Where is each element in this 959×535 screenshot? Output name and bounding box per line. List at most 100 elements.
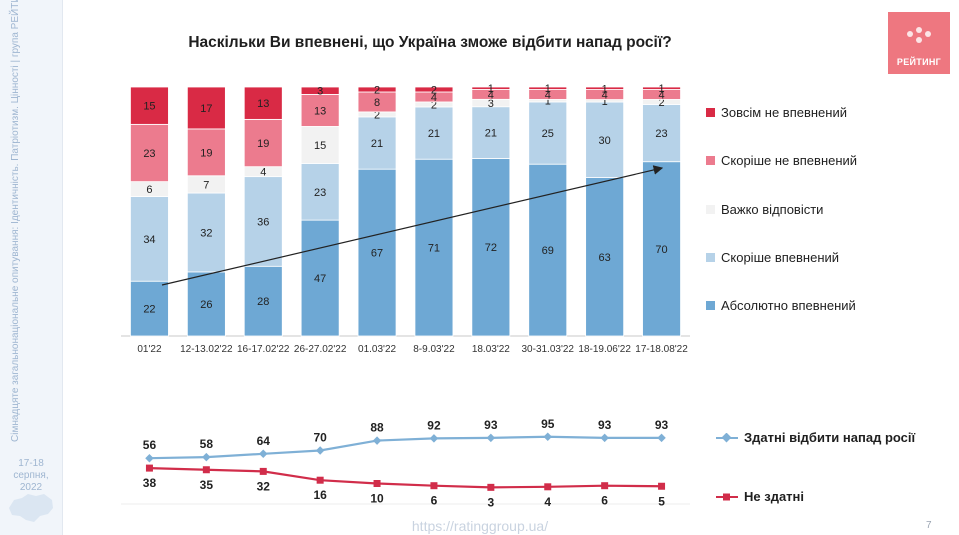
legend-swatch-rather-sure	[706, 252, 715, 262]
bar-label-rather_unsure-3: 13	[314, 105, 326, 117]
legend-not-able: Не здатні	[716, 489, 946, 504]
x-tick-label-7: 30-31.03'22	[521, 344, 574, 355]
ukraine-map-icon	[9, 494, 53, 522]
x-tick-label-0: 01'22	[137, 344, 162, 355]
bar-label-absolutely_sure-0: 22	[143, 304, 155, 316]
point-label-not_able_line-1: 35	[200, 478, 214, 492]
bar-label-very_unsure-3: 3	[317, 86, 323, 98]
bar-label-very_unsure-6: 1	[488, 83, 494, 95]
legend-marker-able-icon	[716, 432, 738, 442]
legend-label-not-able: Не здатні	[744, 489, 805, 504]
bar-segment-rather_sure-8	[585, 101, 625, 178]
legend-swatch-rather-unsure	[706, 155, 715, 165]
bar-label-hard_to_say-6: 3	[488, 98, 494, 110]
bar-segment-rather_sure-0	[130, 196, 169, 282]
bar-segment-rather_unsure-3	[300, 93, 340, 127]
point-not_able_line-6	[487, 483, 495, 491]
bar-label-rather_sure-4: 21	[371, 138, 383, 150]
x-tick-label-9: 17-18.08'22	[635, 344, 688, 355]
chart-title: Наскільки Ви впевнені, що Україна зможе …	[188, 34, 672, 51]
bar-label-absolutely_sure-5: 71	[428, 243, 440, 255]
point-not_able_line-9	[658, 482, 666, 490]
point-label-not_able_line-8: 6	[601, 494, 608, 508]
legend-label-rather-unsure: Скоріше не впевнений	[721, 152, 858, 168]
bar-label-very_unsure-2: 13	[257, 98, 269, 110]
bar-label-absolutely_sure-7: 69	[542, 245, 554, 257]
bar-label-absolutely_sure-6: 72	[485, 242, 497, 254]
bar-segment-absolutely_sure-5	[414, 158, 454, 337]
legend-able: Здатні відбити напад росії	[716, 430, 946, 445]
sidebar: Сімнадцяте загальнонаціональне опитуванн…	[0, 0, 63, 535]
point-label-able_line-2: 64	[257, 434, 271, 448]
point-label-able_line-8: 93	[598, 418, 612, 432]
bar-segment-very_unsure-8	[585, 86, 625, 90]
bar-segment-absolutely_sure-6	[471, 158, 511, 337]
logo-text: РЕЙТИНГ	[896, 57, 942, 67]
bar-segment-very_unsure-0	[130, 86, 169, 125]
point-label-not_able_line-6: 3	[488, 495, 495, 509]
bar-label-hard_to_say-3: 15	[314, 140, 326, 152]
legend-swatch-absolutely-sure	[706, 300, 715, 310]
point-not_able_line-3	[316, 476, 324, 484]
bar-segment-hard_to_say-3	[300, 126, 340, 164]
bar-segment-rather_unsure-0	[130, 123, 169, 183]
bar-label-hard_to_say-5: 2	[431, 99, 437, 111]
point-not_able_line-2	[259, 467, 267, 475]
point-label-not_able_line-5: 6	[431, 494, 438, 508]
legend-very-unsure: Зовсім не впевнений	[706, 104, 847, 120]
bar-segment-rather_sure-2	[243, 176, 283, 267]
x-tick-label-6: 18.03'22	[472, 344, 510, 355]
bar-label-rather_unsure-8: 4	[602, 90, 608, 102]
legend-rather-sure: Скоріше впевнений	[706, 249, 839, 265]
point-able_line-9	[657, 433, 666, 443]
bar-segment-rather_unsure-1	[186, 128, 226, 177]
bar-segment-absolutely_sure-0	[130, 280, 169, 337]
bar-label-rather_unsure-1: 19	[200, 147, 212, 159]
bar-segment-absolutely_sure-4	[357, 168, 397, 337]
x-tick-label-1: 12-13.02'22	[180, 344, 233, 355]
bar-label-hard_to_say-2: 4	[260, 167, 266, 179]
point-label-able_line-4: 88	[370, 421, 384, 435]
footer-url[interactable]: https://ratinggroup.ua/	[411, 518, 549, 534]
bar-label-rather_sure-9: 23	[655, 128, 667, 140]
legend-hard-to-say: Важко відповісти	[706, 201, 823, 217]
point-label-able_line-0: 56	[143, 438, 157, 452]
x-tick-label-2: 16-17.02'22	[237, 344, 290, 355]
bar-segment-very_unsure-7	[528, 86, 568, 90]
x-tick-label-5: 8-9.03'22	[413, 344, 455, 355]
bar-label-rather_unsure-4: 8	[374, 97, 380, 109]
bar-label-rather_sure-6: 21	[485, 128, 497, 140]
legend-marker-not-able-icon	[716, 493, 738, 500]
bar-label-rather_unsure-6: 4	[488, 89, 494, 101]
bar-label-absolutely_sure-4: 67	[371, 248, 383, 260]
bar-segment-rather_sure-4	[357, 116, 397, 170]
bar-segment-rather_unsure-2	[243, 118, 283, 168]
trend-arrow	[161, 165, 664, 286]
legend-rather-unsure: Скоріше не впевнений	[706, 152, 857, 168]
bar-label-hard_to_say-8: 1	[602, 96, 608, 108]
bar-label-rather_unsure-7: 4	[545, 89, 551, 101]
bar-segment-absolutely_sure-8	[585, 177, 625, 337]
point-able_line-7	[543, 432, 552, 441]
point-able_line-3	[315, 446, 325, 455]
survey-date: 17-18 серпня, 2022	[0, 458, 62, 494]
bar-label-very_unsure-4: 2	[374, 84, 380, 96]
bar-label-rather_sure-8: 30	[599, 135, 611, 147]
bar-segment-absolutely_sure-9	[642, 161, 681, 337]
legend-swatch-hard-to-say	[706, 204, 715, 214]
bar-segment-absolutely_sure-3	[300, 219, 340, 337]
bar-label-rather_unsure-5: 4	[431, 92, 437, 104]
point-label-not_able_line-3: 16	[313, 488, 327, 502]
bar-segment-rather_sure-9	[642, 104, 681, 163]
bar-label-rather_sure-5: 21	[428, 128, 440, 140]
bar-segment-very_unsure-6	[471, 86, 511, 90]
bar-label-rather_sure-3: 23	[314, 187, 326, 199]
bar-label-very_unsure-9: 1	[658, 83, 664, 95]
x-tick-label-4: 01.03'22	[358, 344, 396, 355]
bar-label-rather_unsure-0: 23	[143, 148, 155, 160]
bar-label-rather_sure-0: 34	[143, 234, 155, 246]
bar-segment-very_unsure-4	[357, 86, 397, 93]
survey-date-line2: 2022	[19, 482, 43, 493]
point-label-able_line-3: 70	[313, 431, 327, 445]
